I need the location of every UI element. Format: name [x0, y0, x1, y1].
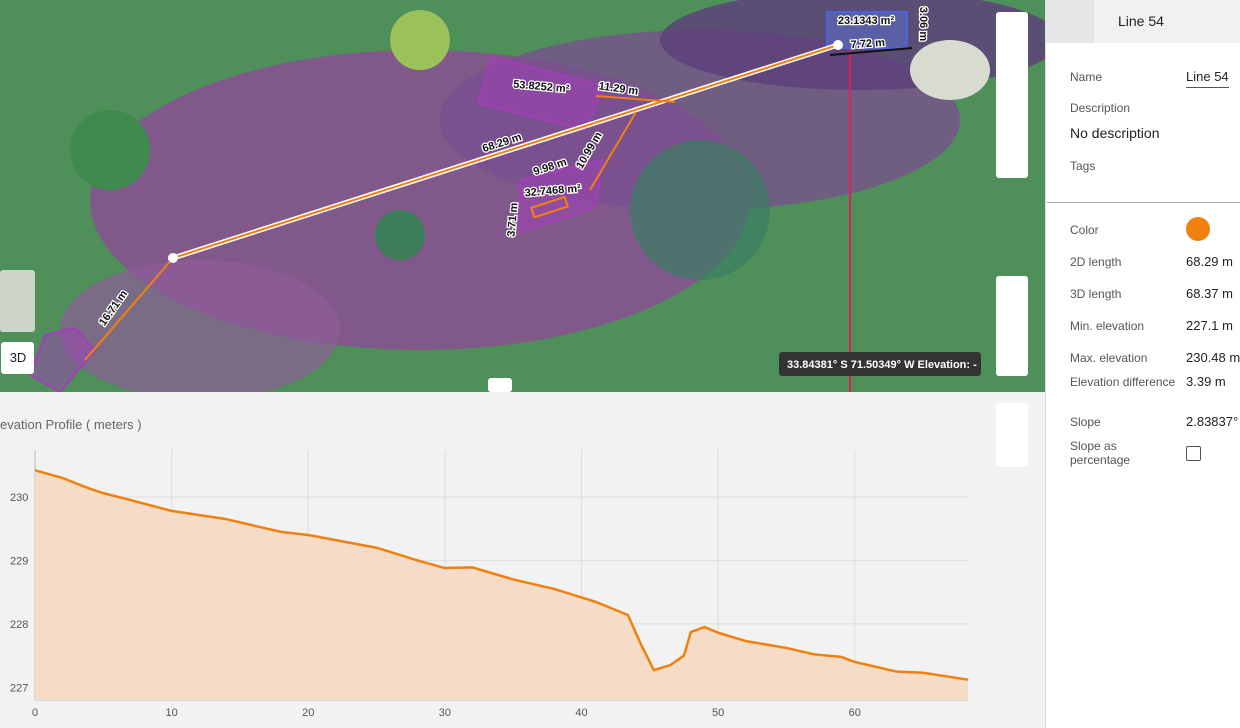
elevation-profile: evation Profile ( meters ) 227 228 229 230 0 1… — [0, 392, 1045, 728]
measure-label: 3.06 m — [917, 7, 929, 41]
mode-button[interactable]: 3D — [10, 350, 27, 365]
x-tick-label: 10 — [165, 707, 177, 719]
field-label: Name — [1070, 70, 1103, 84]
color-swatch[interactable] — [1186, 217, 1210, 241]
y-tick-label: 230 — [10, 492, 28, 504]
panel-header: Line 54 — [1046, 0, 1240, 43]
field-label: Elevation difference — [1070, 375, 1176, 389]
chart-title: evation Profile ( meters ) — [0, 417, 142, 432]
x-tick-label: 30 — [439, 707, 451, 719]
map: 23.1343 m² 3.06 m7.72 m53.8252 m² 11.29 m6… — [0, 0, 1045, 392]
x-tick-label: 50 — [712, 707, 724, 719]
x-tick-label: 0 — [32, 707, 38, 719]
field-label: Max. elevation — [1070, 351, 1148, 365]
field-label: Min. elevation — [1070, 319, 1145, 333]
coordinates: 33.84381° S 71.50349° W Elevation: - — [787, 359, 977, 371]
properties-panel: Line 54 Name Line 54 Description No descrip… — [1045, 0, 1240, 728]
field-value[interactable]: No description — [1070, 125, 1160, 141]
field-label: Tags — [1070, 159, 1096, 173]
field-label: 2D length — [1070, 255, 1122, 269]
field-label: Description — [1070, 101, 1131, 115]
field-value[interactable]: Line 54 — [1186, 69, 1229, 88]
x-tick-label: 40 — [575, 707, 587, 719]
x-tick-label: 60 — [849, 707, 861, 719]
field-value: 227.1 m — [1186, 318, 1233, 333]
measure-label: 23.1343 m² — [838, 15, 895, 27]
y-tick-label: 229 — [10, 555, 28, 567]
field-value: 230.48 m — [1186, 350, 1240, 365]
field-value: 68.29 m — [1186, 254, 1233, 269]
area — [35, 470, 968, 700]
field-label: Slope — [1070, 415, 1101, 429]
field-label: Color — [1070, 223, 1099, 237]
y-tick-label: 227 — [10, 682, 28, 694]
field-value: 2.83837° — [1186, 414, 1239, 429]
field-value: 68.37 m — [1186, 286, 1233, 301]
field-value: 3.39 m — [1186, 374, 1226, 389]
profile-line — [34, 469, 969, 681]
checkbox[interactable] — [1186, 446, 1201, 461]
field-label: 3D length — [1070, 287, 1122, 301]
panel-title: Line 54 — [1118, 13, 1164, 29]
field-label: Slope as percentage — [1070, 439, 1131, 467]
x-tick-label: 20 — [302, 707, 314, 719]
measure-label: 7.72 m — [850, 37, 885, 51]
y-tick-label: 228 — [10, 619, 28, 631]
measure-label: 3.71 m — [506, 202, 521, 237]
